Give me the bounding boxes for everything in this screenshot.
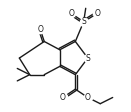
- Text: O: O: [37, 25, 43, 33]
- Text: S: S: [81, 17, 86, 26]
- Text: O: O: [60, 93, 66, 102]
- Text: O: O: [68, 9, 74, 18]
- Text: S: S: [85, 54, 90, 63]
- Text: O: O: [85, 93, 91, 102]
- Text: O: O: [94, 9, 100, 18]
